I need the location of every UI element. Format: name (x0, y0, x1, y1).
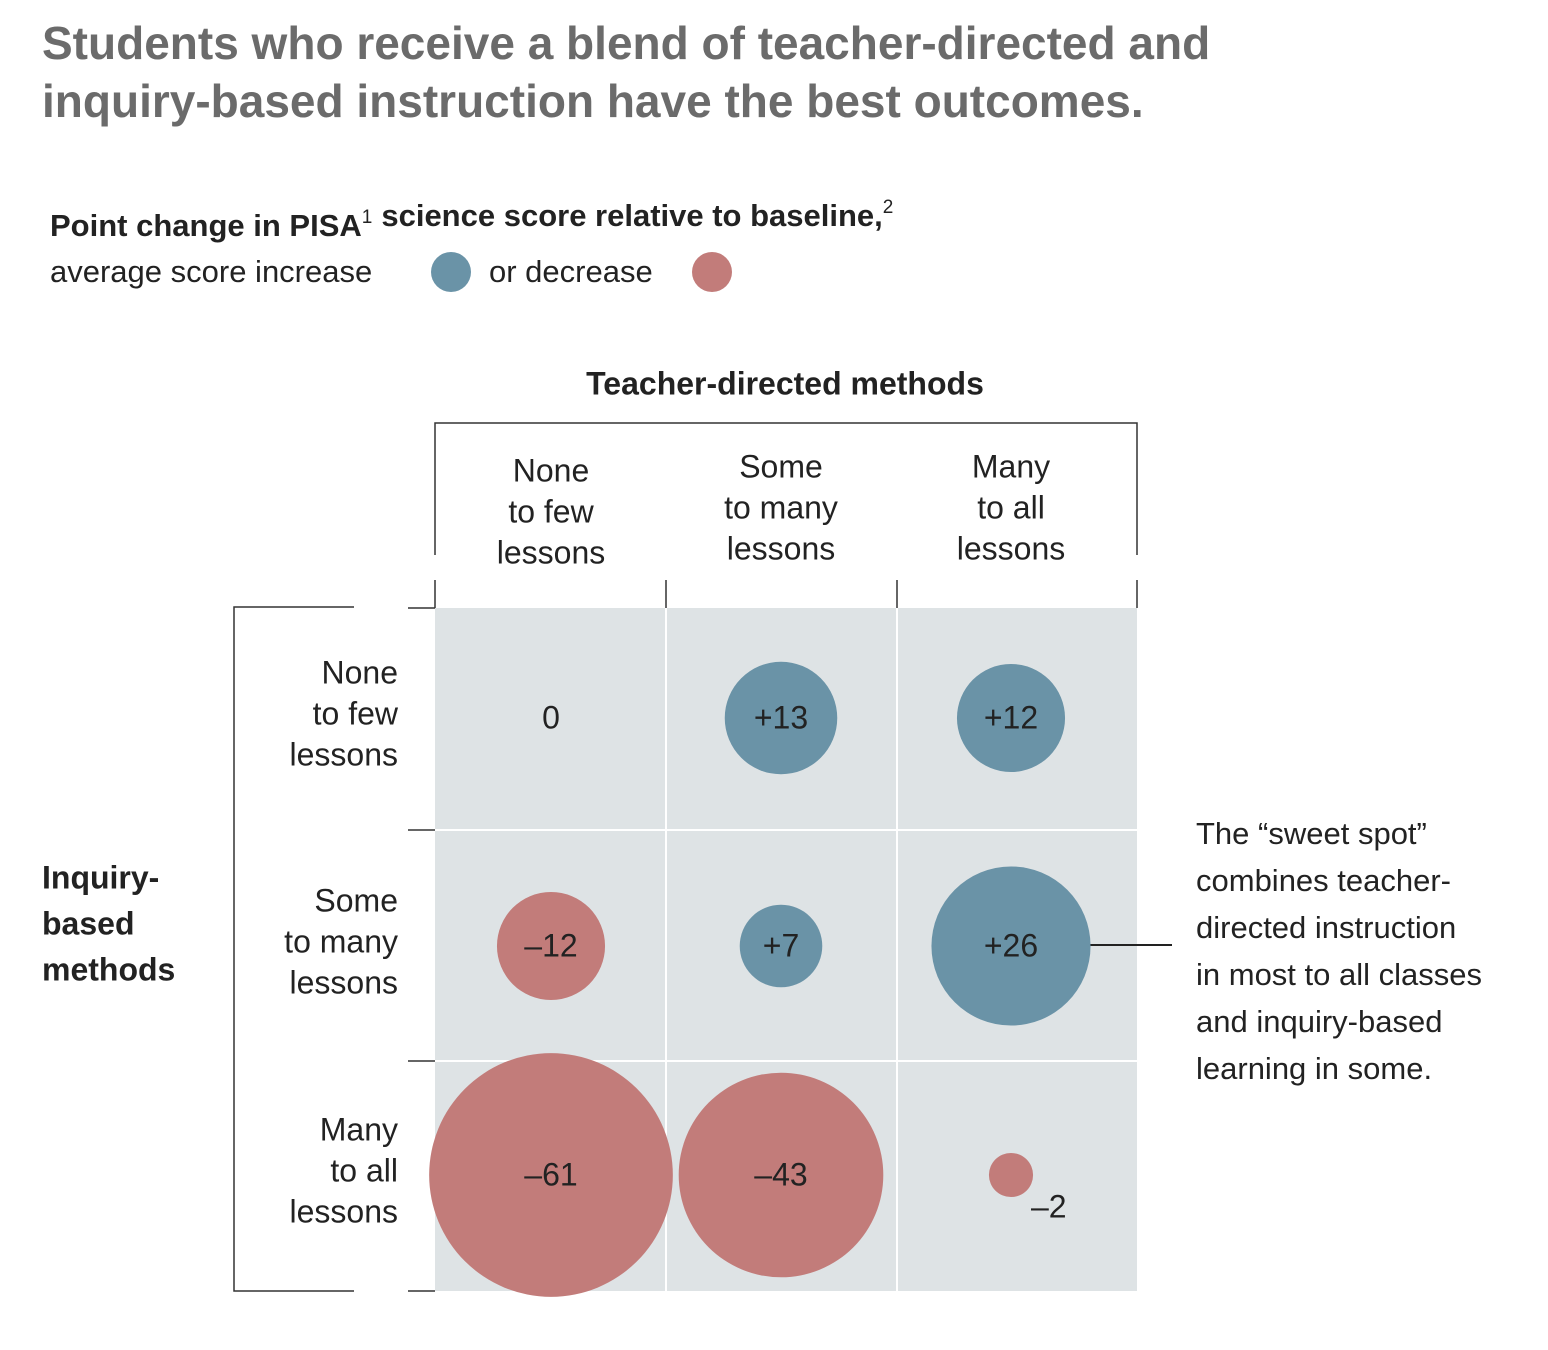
annotation: in most to all classes (1196, 957, 1482, 992)
column-label: lessons (957, 530, 1066, 566)
value-label: +12 (984, 699, 1038, 735)
row-label: to many (284, 923, 398, 959)
row-label: lessons (290, 736, 399, 772)
subtitle: Point change in PISA1 science score relat… (50, 197, 893, 243)
value-label: 0 (542, 699, 560, 735)
column-label: Many (972, 448, 1050, 484)
footnote-marker: 1 (362, 207, 373, 228)
row-title: based (42, 905, 134, 941)
row-bracket (233, 606, 435, 1292)
legend-label: or decrease (489, 254, 653, 289)
column-label: lessons (727, 530, 836, 566)
row-label: to few (313, 695, 399, 731)
value-label: –12 (524, 927, 577, 963)
legend-dot (431, 252, 471, 292)
annotation: directed instruction (1196, 910, 1456, 945)
footnote-marker: 2 (883, 197, 894, 218)
row-title: methods (42, 951, 175, 987)
bubble (956, 663, 1066, 773)
legend-dot (692, 252, 732, 292)
row-label: Many (320, 1111, 398, 1147)
row-label: None (322, 654, 399, 690)
chart-title: Students who receive a blend of teacher-… (42, 17, 1211, 127)
bubble (724, 661, 838, 775)
bubble (496, 891, 606, 1001)
value-label: +7 (763, 927, 799, 963)
bubble (678, 1072, 884, 1278)
subtitle-text: Point change in PISA (50, 208, 362, 243)
value-label: –61 (524, 1156, 577, 1192)
bubble (988, 1152, 1034, 1198)
column-label: to many (724, 489, 838, 525)
subtitle-text: science score relative to baseline, (381, 198, 882, 233)
row-label: lessons (290, 1193, 399, 1229)
value-label: +13 (754, 699, 808, 735)
value-label: –43 (754, 1156, 807, 1192)
value-label: –2 (1031, 1188, 1067, 1224)
bubble (739, 904, 823, 988)
annotation: The “sweet spot” (1196, 816, 1427, 851)
value-label: +26 (984, 927, 1038, 963)
annotation: combines teacher- (1196, 863, 1451, 898)
row-label: Some (314, 882, 398, 918)
bubble (931, 866, 1091, 1026)
column-label: Some (739, 448, 823, 484)
column-title: Teacher-directed methods (586, 365, 984, 401)
row-label: lessons (290, 964, 399, 1000)
column-bracket (434, 422, 1138, 608)
annotation: learning in some. (1196, 1051, 1432, 1086)
bubble (429, 1053, 673, 1297)
row-title: Inquiry- (42, 859, 159, 895)
column-label: to all (977, 489, 1045, 525)
column-label: to few (508, 493, 594, 529)
row-label: to all (330, 1152, 398, 1188)
column-label: None (513, 452, 590, 488)
column-label: lessons (497, 534, 606, 570)
annotation: and inquiry-based (1196, 1004, 1442, 1039)
legend-label: average score increase (50, 254, 372, 289)
